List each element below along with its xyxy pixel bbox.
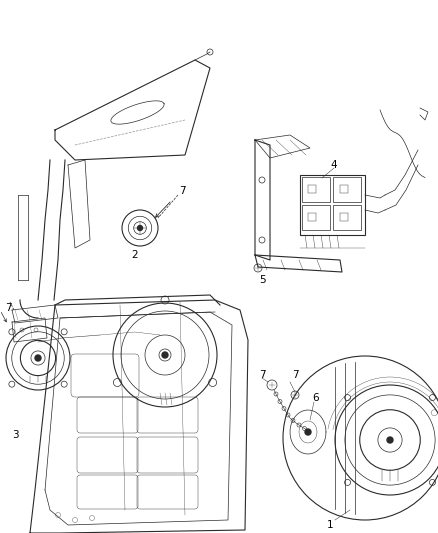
Bar xyxy=(300,175,365,235)
Text: 7: 7 xyxy=(259,370,265,380)
Text: 5: 5 xyxy=(259,275,265,285)
Bar xyxy=(302,205,330,230)
Text: 7: 7 xyxy=(179,186,185,196)
Circle shape xyxy=(305,429,311,435)
Bar xyxy=(340,185,348,193)
Circle shape xyxy=(387,437,393,443)
Text: 6: 6 xyxy=(313,393,319,403)
Bar xyxy=(302,177,330,202)
Bar xyxy=(308,185,316,193)
Bar xyxy=(333,205,361,230)
Circle shape xyxy=(162,352,168,358)
Text: 7: 7 xyxy=(292,370,298,380)
Circle shape xyxy=(138,225,142,230)
Bar xyxy=(333,177,361,202)
Bar xyxy=(340,213,348,221)
Text: 4: 4 xyxy=(331,160,337,170)
Bar xyxy=(308,213,316,221)
Text: 1: 1 xyxy=(327,520,333,530)
Text: 3: 3 xyxy=(12,430,18,440)
Circle shape xyxy=(35,355,41,361)
Text: 7: 7 xyxy=(5,303,11,313)
Text: 2: 2 xyxy=(132,250,138,260)
